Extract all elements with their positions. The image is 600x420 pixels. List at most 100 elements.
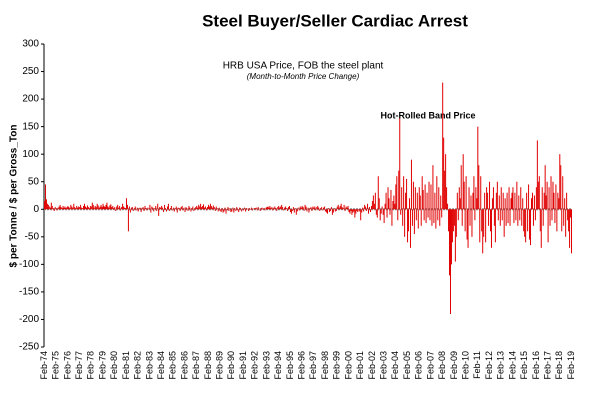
bar — [229, 208, 231, 210]
bar — [171, 209, 173, 211]
bar — [250, 207, 252, 210]
bar — [479, 209, 481, 243]
bar — [73, 203, 75, 210]
y-tick-label: -150 — [19, 287, 39, 298]
bar — [239, 207, 241, 210]
bar — [238, 209, 240, 213]
bar — [383, 209, 385, 224]
bar — [167, 203, 169, 210]
bar — [153, 209, 155, 212]
bar — [313, 207, 315, 210]
bar — [241, 209, 243, 212]
bar — [330, 207, 332, 210]
bar — [273, 207, 275, 210]
bar — [375, 209, 377, 215]
bar — [205, 209, 207, 211]
bar — [336, 206, 338, 210]
bar — [58, 206, 60, 210]
bar — [465, 176, 467, 210]
bar — [102, 203, 104, 210]
bar — [451, 209, 453, 243]
bar — [291, 209, 293, 211]
bar — [197, 207, 199, 210]
bar — [457, 209, 459, 221]
bar — [540, 209, 542, 248]
chart-title: Steel Buyer/Seller Cardiac Arrest — [202, 11, 468, 30]
bar — [138, 208, 140, 210]
bar — [511, 192, 513, 210]
bar — [385, 192, 387, 210]
bar — [537, 181, 539, 210]
bar — [550, 176, 552, 210]
bar — [414, 187, 416, 210]
bar — [81, 207, 83, 210]
bar — [235, 209, 237, 211]
x-tick-label: Feb-74 — [39, 351, 49, 380]
bar — [270, 208, 272, 210]
bar — [266, 207, 268, 210]
bar — [368, 207, 370, 210]
bar — [393, 195, 395, 210]
bar — [530, 209, 532, 246]
bar — [311, 209, 313, 211]
y-tick-label: 250 — [22, 66, 39, 77]
bar — [52, 208, 54, 210]
bar — [480, 176, 482, 210]
bar — [259, 209, 261, 211]
bar — [407, 209, 409, 243]
bar — [320, 208, 322, 210]
bar — [437, 209, 439, 221]
bar — [310, 207, 312, 210]
bar — [137, 209, 139, 212]
bar — [301, 205, 303, 210]
bar — [314, 206, 316, 210]
bar — [82, 208, 84, 210]
bar — [364, 204, 366, 210]
bar — [59, 204, 61, 210]
bar — [170, 205, 172, 210]
bar — [49, 207, 51, 210]
bar — [345, 206, 347, 210]
bar — [234, 208, 236, 210]
x-tick-label: Feb-08 — [437, 351, 447, 380]
bar — [458, 187, 460, 210]
bar — [356, 209, 358, 211]
bar — [541, 187, 543, 210]
bar — [453, 209, 455, 226]
bar — [84, 203, 86, 210]
bar — [333, 208, 335, 210]
bar — [329, 209, 331, 211]
bar — [435, 209, 437, 229]
bar — [141, 208, 143, 210]
bar — [384, 203, 386, 210]
x-tick-label: Feb-94 — [273, 351, 283, 380]
bar — [244, 207, 246, 210]
bar — [392, 201, 394, 210]
bar — [379, 209, 381, 221]
bar — [448, 209, 450, 232]
x-tick-label: Feb-87 — [191, 351, 201, 380]
bar — [265, 207, 267, 210]
bar — [420, 209, 422, 226]
bar — [134, 206, 136, 210]
bar — [142, 207, 144, 210]
bar — [358, 209, 360, 211]
bar — [484, 192, 486, 210]
bar — [535, 187, 537, 210]
bar — [152, 207, 154, 210]
bar — [522, 198, 524, 210]
bar — [187, 209, 189, 211]
bar — [442, 82, 444, 210]
bar — [367, 203, 369, 210]
bar — [76, 205, 78, 210]
bar — [400, 209, 402, 215]
x-tick-label: Feb-90 — [226, 351, 236, 380]
bar — [113, 208, 115, 210]
bar — [86, 205, 88, 210]
bar — [531, 192, 533, 210]
bar — [309, 208, 311, 210]
bar — [161, 205, 163, 210]
bar — [96, 203, 98, 210]
bar — [179, 209, 181, 211]
bar — [361, 209, 363, 213]
